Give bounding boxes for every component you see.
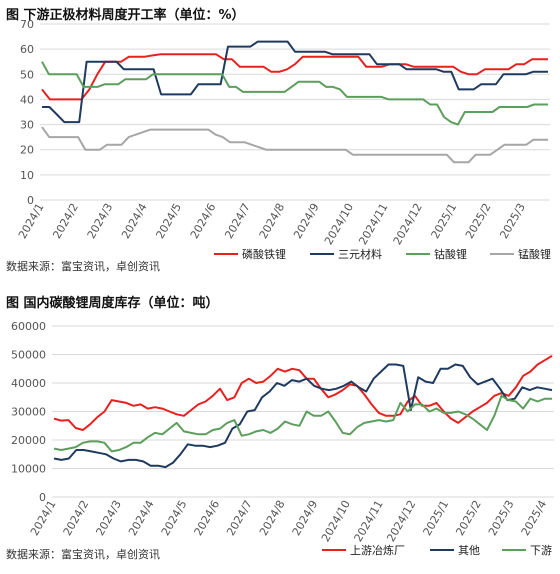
inventory-panel: 图 国内碳酸锂周度库存（单位：吨） 0 10000 20000 30000 40000 5… (0, 288, 560, 574)
x-tick-label: 2025/3 (486, 498, 517, 538)
x-tick-label: 2024/3 (93, 498, 124, 538)
x-tick-label: 2024/8 (257, 201, 288, 241)
x-tick-label: 2024/1 (28, 498, 59, 538)
x-tick-label: 2025/2 (453, 498, 484, 538)
y-tick-label: 0 (39, 491, 46, 504)
x-tick-label: 2024/2 (50, 201, 81, 241)
legend-label: 其他 (458, 544, 480, 557)
x-tick-label: 2025/4 (519, 498, 550, 538)
chart-title: 图 下游正极材料周度开工率（单位：%） (6, 8, 245, 23)
x-tick-label: 2025/3 (497, 201, 528, 241)
x-tick-label: 2024/9 (291, 201, 322, 241)
x-tick-label: 2024/10 (322, 201, 356, 247)
x-tick-label: 2024/7 (224, 498, 255, 538)
y-tick-label: 20 (20, 144, 34, 157)
x-tick-label: 2024/6 (188, 201, 219, 241)
legend-label: 三元材料 (338, 247, 382, 261)
legend-label: 上游冶炼厂 (350, 543, 405, 557)
y-tick-label: 30 (20, 119, 34, 132)
x-tick-label: 2025/2 (463, 201, 494, 241)
y-tick-label: 60000 (11, 320, 46, 333)
x-tick-label: 2025/1 (429, 201, 460, 241)
series-line (53, 355, 553, 431)
x-tick-label: 2024/7 (222, 201, 253, 241)
series-line (41, 61, 548, 126)
x-tick-label: 2024/3 (85, 201, 116, 241)
x-tick-label: 2024/12 (391, 201, 425, 247)
x-tick-label: 2024/1 (16, 201, 47, 241)
x-tick-label: 2024/4 (119, 201, 150, 241)
x-tick-label: 2024/9 (290, 498, 321, 538)
x-tick-label: 2024/10 (319, 498, 353, 544)
data-source: 数据来源：富宝资讯，卓创资讯 (6, 548, 160, 561)
series-line (53, 363, 553, 469)
legend-label: 钴酸锂 (434, 247, 467, 261)
x-tick-label: 2024/5 (154, 201, 185, 241)
y-tick-label: 60 (20, 43, 34, 56)
y-tick-label: 0 (27, 194, 34, 207)
x-tick-label: 2024/12 (384, 498, 418, 544)
y-tick-label: 20000 (11, 434, 46, 447)
chart-title: 图 国内碳酸锂周度库存（单位：吨） (6, 296, 219, 311)
series-line (53, 394, 552, 453)
legend-label: 锰酸锂 (518, 247, 551, 261)
y-tick-label: 50000 (11, 349, 46, 362)
legend-label: 磷酸铁锂 (242, 247, 286, 261)
y-tick-label: 50 (20, 68, 34, 81)
x-tick-label: 2025/1 (421, 498, 452, 538)
legend-label: 下游 (530, 544, 552, 557)
y-tick-label: 40 (20, 93, 34, 106)
data-source: 数据来源：富宝资讯，卓创资讯 (6, 260, 160, 273)
x-tick-label: 2024/4 (126, 498, 157, 538)
x-tick-label: 2024/8 (257, 498, 288, 538)
x-tick-label: 2024/5 (159, 498, 190, 538)
x-tick-label: 2024/11 (352, 498, 386, 544)
x-tick-label: 2024/2 (61, 498, 92, 538)
y-tick-label: 30000 (11, 406, 46, 419)
operating-rate-panel: 图 下游正极材料周度开工率（单位：%） 0 10 20 30 40 50 60 70 2024/… (6, 8, 551, 273)
series-line (42, 40, 548, 124)
y-tick-label: 10 (20, 169, 34, 182)
x-tick-label: 2024/6 (192, 498, 223, 538)
y-tick-label: 70 (20, 18, 34, 31)
series-line (41, 53, 548, 101)
series-line (41, 126, 548, 164)
x-tick-label: 2024/11 (356, 201, 390, 247)
y-tick-label: 10000 (11, 463, 46, 476)
y-tick-label: 40000 (11, 377, 46, 390)
